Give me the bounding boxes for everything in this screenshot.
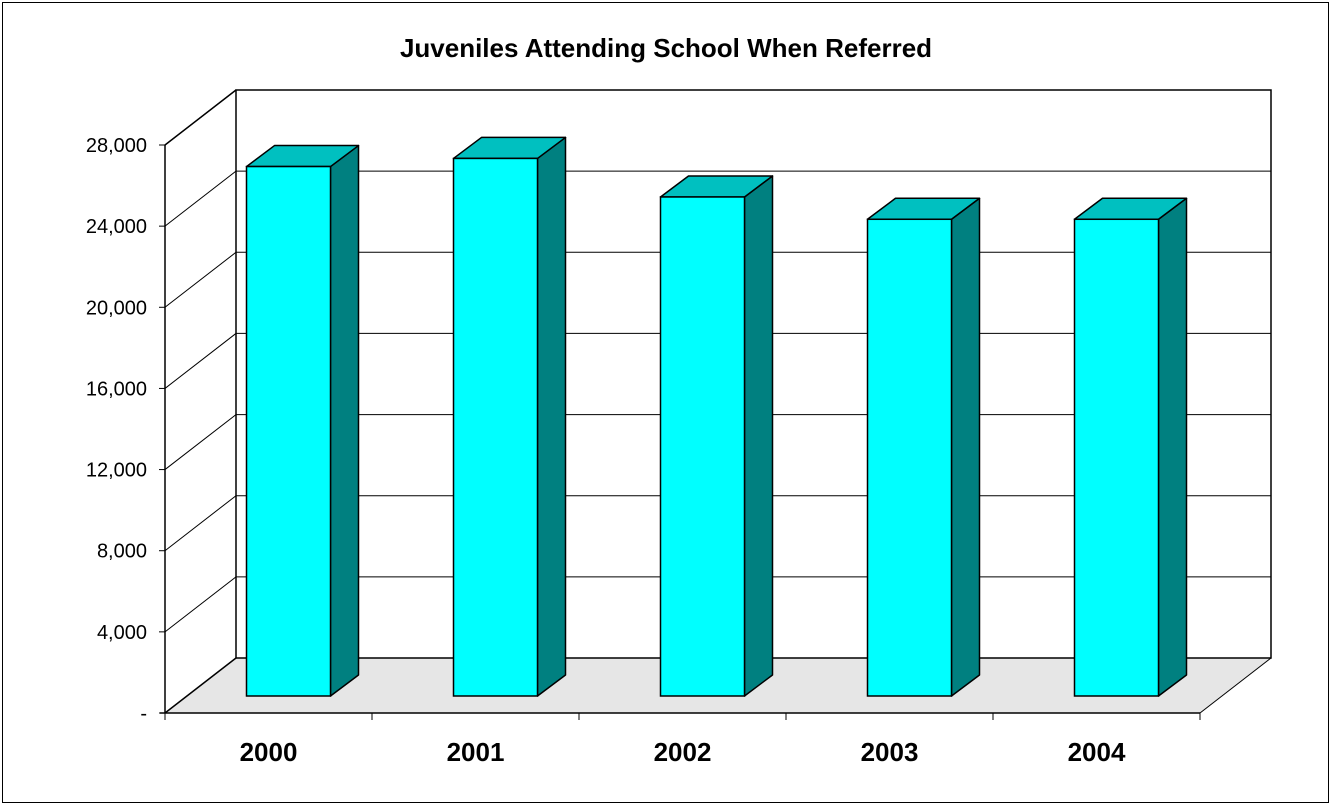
- bar-front: [247, 167, 331, 696]
- bar: [1075, 198, 1187, 696]
- bar: [247, 146, 359, 696]
- y-tick-label: 16,000: [86, 378, 147, 400]
- y-tick-label: 24,000: [86, 216, 147, 238]
- bar: [454, 137, 566, 696]
- x-tick-label: 2001: [447, 737, 505, 767]
- y-tick-label: 20,000: [86, 297, 147, 319]
- x-tick-label: 2003: [861, 737, 919, 767]
- y-axis-ticks: - 4,000 8,000 12,000 16,000 20,000 24,000 28,00…: [86, 135, 165, 725]
- bar-side: [745, 176, 773, 696]
- bar-side: [952, 198, 980, 696]
- bars: [247, 137, 1187, 696]
- side-wall-top-edge: [165, 90, 236, 145]
- y-tick-label: 8,000: [97, 541, 147, 563]
- gridline: [165, 90, 1271, 145]
- x-tick-label: 2000: [240, 737, 298, 767]
- bar-front: [661, 197, 745, 696]
- x-tick-label: 2002: [654, 737, 712, 767]
- chart-title: Juveniles Attending School When Referred: [400, 33, 932, 63]
- bar-side: [1159, 198, 1187, 696]
- y-tick-label: 12,000: [86, 460, 147, 482]
- bar-side: [331, 146, 359, 696]
- x-tick-label: 2004: [1068, 737, 1126, 767]
- bar: [868, 198, 980, 696]
- y-tick-label: 4,000: [97, 622, 147, 644]
- y-tick-label: 28,000: [86, 135, 147, 157]
- x-axis-ticks: 2000 2001 2002 2003 2004: [165, 713, 1200, 767]
- bar-front: [868, 219, 952, 696]
- bar: [661, 176, 773, 696]
- bar-front: [454, 158, 538, 696]
- y-tick-label: -: [140, 703, 147, 725]
- bar-side: [538, 137, 566, 696]
- bar-front: [1075, 219, 1159, 696]
